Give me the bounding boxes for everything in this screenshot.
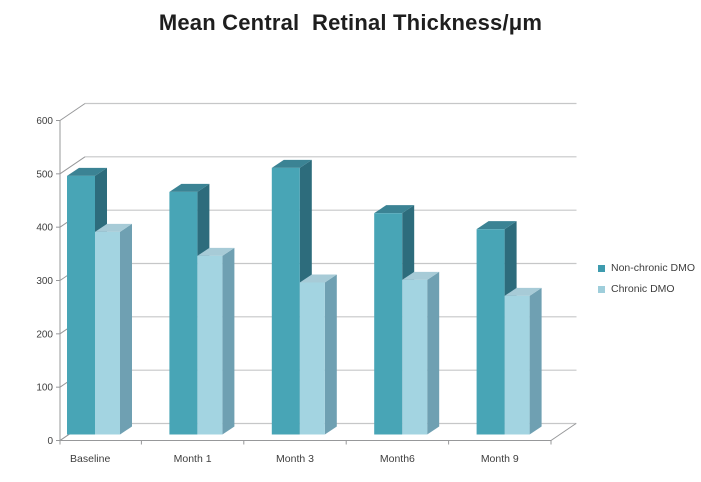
x-category-label-4: Month 9 <box>481 453 519 465</box>
y-tick-label-500: 500 <box>36 169 53 180</box>
bar-non-chronic-month-3-front-face <box>271 167 300 435</box>
x-category-label-3: Month6 <box>380 453 415 465</box>
chart-title: Mean Central Retinal Thickness/μm <box>158 10 543 35</box>
bar-chronic-month-1-front-face <box>197 255 223 435</box>
bar-non-chronic-month-3-top-face <box>271 159 312 168</box>
y-tick-label-100: 100 <box>36 383 53 394</box>
y-tick-label-200: 200 <box>36 329 53 340</box>
bar-chronic-baseline-side-face <box>120 223 132 435</box>
y-tick-label-300: 300 <box>36 276 53 287</box>
bar-chronic-month-9-top-face <box>504 287 542 296</box>
bar-chronic-month6-front-face <box>402 279 428 435</box>
bar-chronic-month6-side-face <box>427 271 440 435</box>
floor-right-edge <box>550 423 577 441</box>
bar-non-chronic-baseline-front-face <box>67 175 95 435</box>
bar-chronic-month-3-front-face <box>299 282 325 435</box>
bar-chronic-month-3-side-face <box>324 274 337 435</box>
legend-item-chronic-dmo: Chronic DMO <box>598 283 695 295</box>
bar-non-chronic-month-1-front-face <box>169 191 198 435</box>
bar-chronic-month-3-top-face <box>299 274 337 283</box>
x-category-label-2: Month 3 <box>276 453 314 465</box>
y-tick-label-600: 600 <box>36 116 53 127</box>
bar-non-chronic-month6-front-face <box>374 213 403 435</box>
bar-chronic-month-1-side-face <box>222 247 235 435</box>
legend-label: Chronic DMO <box>611 283 675 295</box>
bar-non-chronic-baseline-top-face <box>67 167 107 176</box>
bar-non-chronic-month-1-top-face <box>169 183 210 192</box>
legend-item-non-chronic-dmo: Non-chronic DMO <box>598 262 695 274</box>
y-depth-connector-600 <box>59 103 86 121</box>
bar-non-chronic-month-9-front-face <box>476 229 505 435</box>
legend-label: Non-chronic DMO <box>611 262 696 274</box>
bar-non-chronic-month6-top-face <box>374 205 415 214</box>
bar-chronic-baseline-front-face <box>95 231 120 435</box>
legend: Non-chronic DMO Chronic DMO <box>598 262 695 295</box>
bar-chronic-baseline-top-face <box>95 223 132 232</box>
x-category-label-0: Baseline <box>70 453 110 465</box>
bar-chronic-month-9-side-face <box>529 287 542 435</box>
bar-chronic-month6-top-face <box>402 271 440 280</box>
legend-swatch-non-chronic-dmo <box>598 264 605 272</box>
x-category-label-1: Month 1 <box>174 453 212 465</box>
bar-non-chronic-month-9-top-face <box>476 221 517 230</box>
y-tick-label-400: 400 <box>36 223 53 234</box>
legend-swatch-chronic-dmo <box>598 285 605 293</box>
y-depth-connector-500 <box>59 156 86 175</box>
bar-chronic-month-1-top-face <box>197 247 235 256</box>
y-tick-label-0: 0 <box>47 436 53 447</box>
bar-chronic-month-9-front-face <box>504 295 530 435</box>
